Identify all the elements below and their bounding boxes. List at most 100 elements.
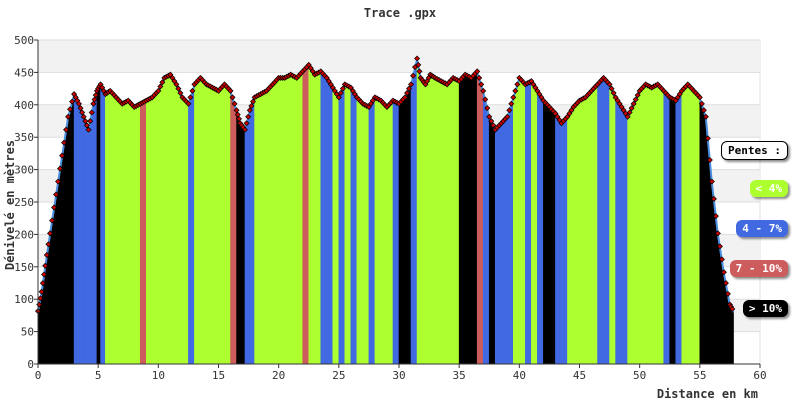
slope-segment [404, 85, 412, 365]
grid-band [38, 40, 760, 73]
slope-segment [687, 84, 695, 365]
slope-segment [464, 75, 472, 365]
elevation-marker [91, 96, 98, 103]
elevation-marker [55, 178, 62, 185]
elevation-marker [476, 74, 483, 81]
slope-segment [326, 77, 334, 365]
elevation-marker [75, 100, 82, 107]
elevation-marker [414, 55, 421, 62]
x-tick-label: 60 [753, 369, 766, 382]
elevation-marker [706, 156, 713, 163]
slope-segment [500, 116, 508, 365]
slope-segment [398, 97, 406, 365]
slope-segment [476, 72, 484, 365]
x-tick-label: 20 [272, 369, 285, 382]
elevation-marker [402, 94, 409, 101]
elevation-marker [702, 113, 709, 120]
slope-segment [109, 91, 117, 365]
elevation-marker [47, 230, 54, 237]
elevation-marker [227, 87, 234, 94]
slope-segment [239, 123, 246, 365]
elevation-marker [187, 94, 194, 101]
elevation-marker [478, 81, 485, 88]
elevation-marker [474, 68, 481, 75]
y-tick-label: 0 [27, 358, 34, 371]
x-tick-label: 50 [633, 369, 646, 382]
slope-segment [429, 75, 436, 365]
elevation-marker [714, 230, 721, 237]
slope-segment [470, 71, 478, 365]
elevation-marker [480, 87, 487, 94]
elevation-marker [250, 98, 256, 105]
slope-segment [458, 74, 466, 365]
x-tick-label: 40 [513, 369, 526, 382]
slope-segment [597, 78, 604, 365]
slope-segment [249, 98, 255, 365]
slope-segment [386, 100, 394, 365]
elevation-marker [245, 113, 252, 120]
x-axis-label: Distance en km [657, 387, 758, 400]
legend-entry-7-10: 7 - 10% [729, 260, 788, 277]
slope-segment [115, 97, 123, 365]
elevation-marker [87, 118, 94, 125]
slope-segment [585, 91, 592, 365]
elevation-marker [80, 113, 87, 120]
slope-segment [96, 84, 101, 365]
elevation-marker [63, 126, 70, 133]
slope-segment [591, 84, 598, 365]
slope-segment [230, 91, 237, 365]
slope-segment [440, 81, 448, 365]
x-tick-label: 10 [152, 369, 165, 382]
slope-segment [290, 75, 298, 365]
slope-segment [244, 111, 251, 365]
elevation-marker [724, 290, 731, 297]
slope-segment [519, 78, 526, 365]
elevation-marker [185, 100, 192, 107]
elevation-marker [67, 106, 74, 113]
elevation-marker [700, 107, 707, 114]
slope-segment [615, 97, 622, 365]
slope-segment [78, 104, 85, 365]
elevation-marker [508, 100, 515, 107]
slope-segment [338, 85, 346, 365]
legend-title: Pentes : [721, 141, 788, 160]
elevation-marker [606, 81, 613, 88]
elevation-marker [159, 79, 166, 86]
slope-segment [681, 84, 689, 365]
elevation-marker [626, 109, 633, 116]
slope-segment [320, 71, 328, 365]
elevation-marker [415, 61, 422, 68]
elevation-marker [243, 120, 250, 127]
elevation-marker [710, 195, 717, 202]
slope-segment [513, 78, 520, 365]
elevation-marker [79, 109, 86, 116]
slope-segment [561, 116, 568, 365]
elevation-marker [632, 96, 639, 103]
slope-segment [651, 84, 659, 365]
elevation-marker [53, 191, 60, 198]
x-tick-label: 35 [453, 369, 466, 382]
slope-segment [308, 64, 316, 365]
elevation-marker [720, 269, 727, 276]
slope-segment [284, 75, 292, 365]
elevation-marker [77, 105, 84, 112]
y-tick-label: 150 [14, 261, 34, 274]
elevation-marker [157, 83, 164, 90]
elevation-marker [42, 262, 49, 269]
elevation-markers [35, 55, 736, 315]
slope-segment [127, 100, 135, 365]
elevation-marker [408, 81, 415, 88]
y-tick-label: 500 [14, 34, 34, 47]
elevation-marker [484, 105, 491, 112]
elevation-marker [231, 100, 238, 107]
elevation-marker [410, 72, 417, 79]
elevation-marker [175, 85, 182, 92]
slope-segment [206, 84, 213, 365]
slope-segment [121, 101, 129, 365]
elevation-marker [65, 113, 72, 120]
slope-segment [380, 100, 388, 365]
elevation-marker [233, 107, 240, 114]
slope-segment [194, 78, 201, 365]
slope-segment [446, 78, 454, 365]
